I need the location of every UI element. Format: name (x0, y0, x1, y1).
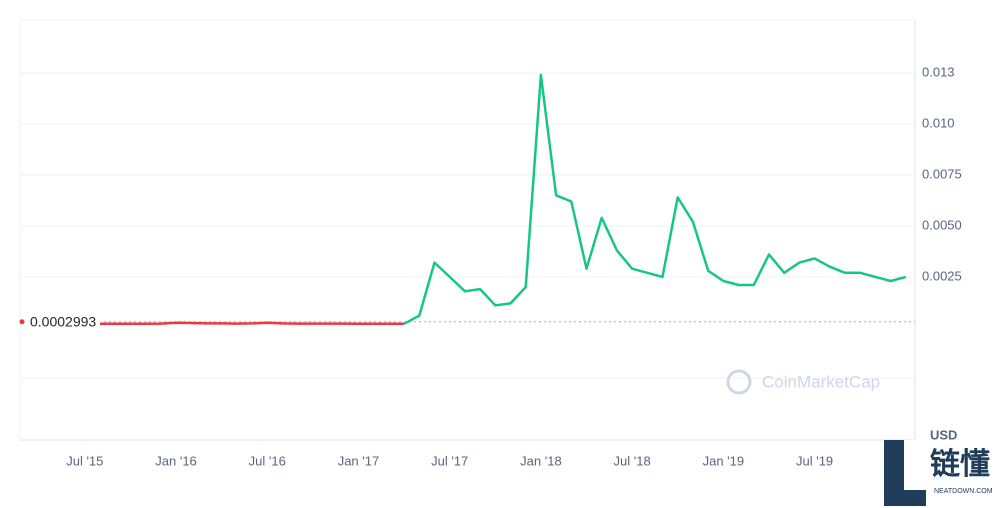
x-tick-label: Jul '19 (796, 453, 833, 468)
price-line (403, 73, 907, 325)
y-tick-label: 0.010 (922, 115, 955, 130)
x-tick-label: Jan '17 (338, 453, 380, 468)
y-tick-label: 0.0075 (922, 166, 962, 181)
brand-logo (884, 440, 926, 506)
watermark: CoinMarketCap (726, 369, 880, 395)
y-tick-label: 0.0025 (922, 268, 962, 283)
x-tick-label: Jan '18 (520, 453, 562, 468)
x-tick-label: Jan '16 (155, 453, 197, 468)
unit-label: USD (930, 427, 957, 442)
watermark-text: CoinMarketCap (762, 372, 880, 391)
x-tick-label: Jul '16 (249, 453, 286, 468)
y-tick-label: 0.0050 (922, 217, 962, 232)
x-tick-label: Jan '19 (703, 453, 745, 468)
watermark-icon (726, 369, 752, 395)
x-tick-label: Jul '15 (66, 453, 103, 468)
x-tick-label: Jul '18 (614, 453, 651, 468)
y-tick-label: 0.013 (922, 64, 955, 79)
reference-dot (19, 319, 25, 325)
brand-name: 链懂 (930, 447, 990, 481)
price-line (100, 321, 405, 326)
brand-overlay: 链懂 NEATDOWN.COM (884, 440, 993, 506)
x-tick-label: Jul '17 (431, 453, 468, 468)
reference-label: 0.0002993 (30, 313, 96, 329)
brand-site: NEATDOWN.COM (934, 488, 993, 495)
